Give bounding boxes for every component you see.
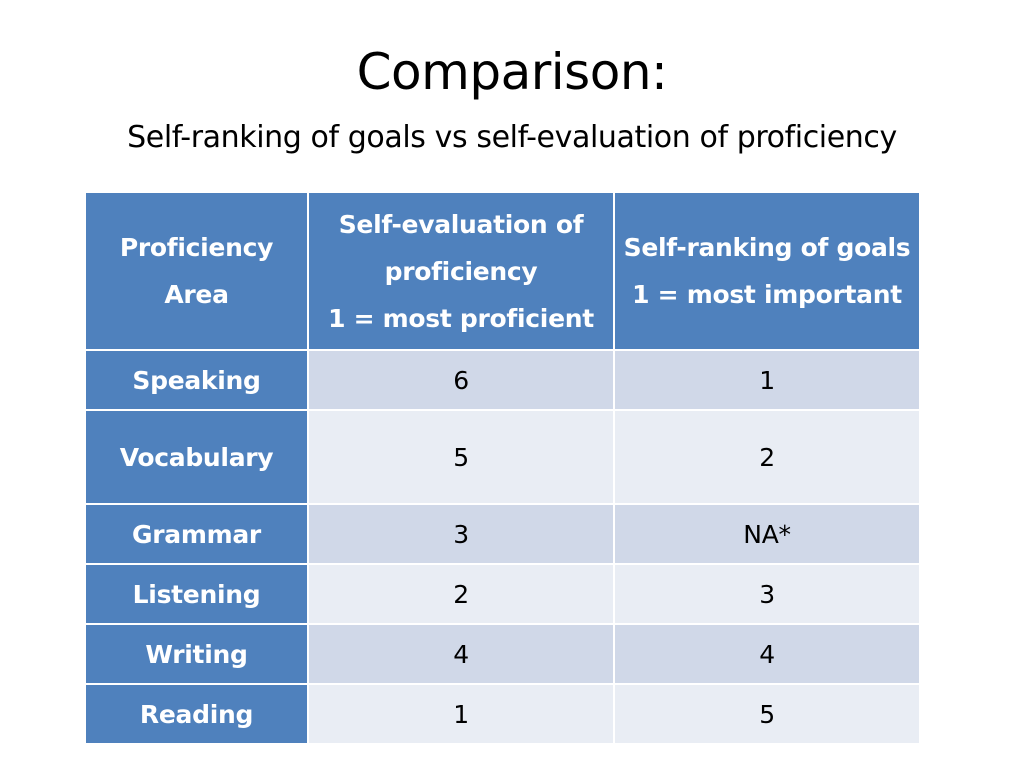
header-line: proficiency xyxy=(384,256,538,286)
table-row: Grammar 3 NA* xyxy=(84,503,921,565)
table-row: Speaking 6 1 xyxy=(84,349,921,411)
slide-title: Comparison: xyxy=(356,43,668,101)
header-line: 1 = most important xyxy=(632,280,902,309)
row-area: Vocabulary xyxy=(84,409,309,505)
row-area: Speaking xyxy=(84,349,309,411)
self-evaluation-cell: 5 xyxy=(307,409,615,505)
self-ranking-cell: 1 xyxy=(613,349,921,411)
header-line: Proficiency xyxy=(119,233,274,262)
row-area: Listening xyxy=(84,563,309,625)
self-ranking-cell: 3 xyxy=(613,563,921,625)
table-row: Reading 1 5 xyxy=(84,683,921,745)
self-ranking-cell: 2 xyxy=(613,409,921,505)
header-line: Self-evaluation of xyxy=(338,209,584,239)
row-area: Reading xyxy=(84,683,309,745)
self-ranking-cell: 4 xyxy=(613,623,921,685)
table-row: Writing 4 4 xyxy=(84,623,921,685)
self-evaluation-cell: 3 xyxy=(307,503,615,565)
header-line: Area xyxy=(164,280,229,309)
self-evaluation-cell: 6 xyxy=(307,349,615,411)
self-evaluation-cell: 1 xyxy=(307,683,615,745)
header-line: Self-ranking of goals xyxy=(623,233,911,262)
row-area: Grammar xyxy=(84,503,309,565)
table-row: Listening 2 3 xyxy=(84,563,921,625)
header-self-evaluation: Self-evaluation of proficiency 1 = most … xyxy=(307,191,615,351)
comparison-table: Proficiency Area Self-evaluation of prof… xyxy=(84,191,921,745)
header-proficiency-area: Proficiency Area xyxy=(84,191,309,351)
self-ranking-cell: NA* xyxy=(613,503,921,565)
table-header-row: Proficiency Area Self-evaluation of prof… xyxy=(84,191,921,351)
header-line: 1 = most proficient xyxy=(328,303,594,333)
self-evaluation-cell: 4 xyxy=(307,623,615,685)
slide-subtitle: Self-ranking of goals vs self-evaluation… xyxy=(127,120,897,155)
self-evaluation-cell: 2 xyxy=(307,563,615,625)
row-area: Writing xyxy=(84,623,309,685)
self-ranking-cell: 5 xyxy=(613,683,921,745)
table-row: Vocabulary 5 2 xyxy=(84,409,921,505)
header-self-ranking: Self-ranking of goals 1 = most important xyxy=(613,191,921,351)
